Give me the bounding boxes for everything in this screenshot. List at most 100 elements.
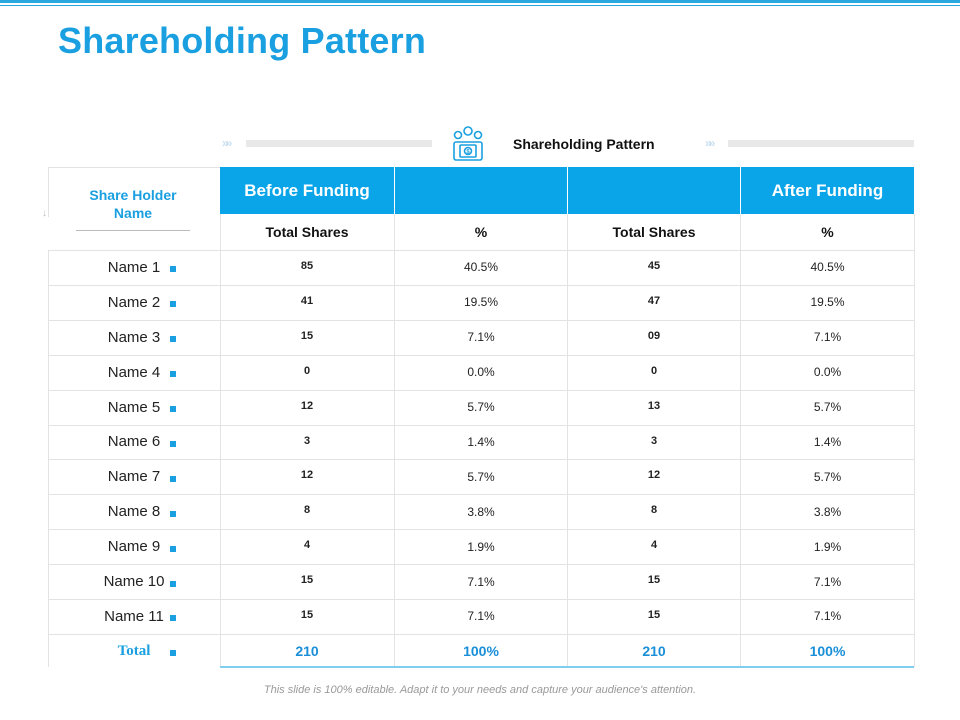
after-pct-cell: 1.9%	[813, 539, 842, 554]
row-divider	[48, 319, 914, 321]
row-divider	[48, 424, 914, 426]
total-label: Total	[117, 642, 151, 659]
after-pct-cell: 19.5%	[810, 295, 845, 310]
total-after-shares-cell: 210	[642, 643, 666, 660]
after-pct-cell: 0.0%	[813, 365, 842, 380]
total-after-pct-cell: 100%	[809, 643, 846, 660]
row-divider	[48, 564, 914, 566]
after-shares-cell: 12	[647, 469, 661, 482]
sub-header-total-shares-after: Total Shares	[612, 224, 696, 240]
row-bullet-icon	[170, 580, 176, 587]
total-row: Total 210 100% 210 100%	[0, 634, 960, 669]
row-bullet-icon	[170, 650, 176, 657]
before-shares-cell: 8	[303, 504, 311, 517]
header-blank-cell	[568, 167, 740, 214]
svg-text:$: $	[466, 150, 470, 156]
row-bullet-icon	[170, 301, 176, 308]
after-shares-cell: 3	[650, 434, 658, 447]
row-divider	[48, 494, 914, 496]
shareholder-name: Name 7	[107, 468, 161, 486]
before-pct-cell: 5.7%	[467, 469, 495, 484]
page-title: Shareholding Pattern	[58, 20, 427, 61]
header-divider	[740, 167, 741, 214]
shareholder-name: Name 9	[107, 538, 161, 556]
shareholder-name: Name 3	[107, 328, 161, 346]
table-row: Name 2 41 19.5% 47 19.5%	[0, 285, 960, 320]
shareholder-name: Name 4	[107, 363, 161, 381]
table-row: Name 1 85 40.5% 45 40.5%	[0, 250, 960, 285]
table-row: Name 4 0 0.0% 0 0.0%	[0, 355, 960, 390]
total-before-pct-cell: 100%	[463, 643, 499, 660]
people-money-icon: $	[453, 126, 483, 161]
after-pct-cell: 7.1%	[813, 330, 842, 345]
table-row: Name 7 12 5.7% 12 5.7%	[0, 459, 960, 494]
before-pct-cell: 7.1%	[467, 330, 495, 345]
before-shares-cell: 4	[303, 539, 311, 552]
before-shares-cell: 85	[300, 260, 314, 272]
after-pct-cell: 1.4%	[813, 434, 842, 449]
before-pct-cell: 3.8%	[467, 504, 495, 519]
row-divider	[48, 529, 914, 531]
row-bullet-icon	[170, 371, 176, 378]
corner-line-vertical	[48, 167, 49, 217]
before-pct-cell: 19.5%	[463, 295, 499, 310]
row-bullet-icon	[170, 406, 176, 413]
row-divider	[48, 250, 914, 251]
after-funding-header: After Funding	[741, 167, 914, 214]
row-bullet-icon	[170, 545, 176, 552]
row-bullet-icon	[170, 440, 176, 447]
before-shares-cell: 12	[300, 399, 314, 412]
shareholder-name: Name 10	[103, 573, 165, 591]
row-divider	[48, 599, 914, 600]
row-bullet-icon	[170, 336, 176, 343]
after-shares-cell: 45	[647, 260, 661, 272]
row-bullet-icon	[170, 266, 176, 273]
after-pct-cell: 7.1%	[813, 574, 842, 589]
after-shares-cell: 15	[647, 574, 661, 587]
before-funding-label: Before Funding	[244, 180, 370, 200]
table-row: Name 11 15 7.1% 15 7.1%	[0, 599, 960, 634]
header-blank-cell	[395, 167, 567, 214]
corner-line	[48, 167, 220, 168]
after-pct-cell: 40.5%	[810, 260, 845, 275]
before-shares-cell: 15	[300, 329, 314, 342]
table-row: Name 3 15 7.1% 09 7.1%	[0, 320, 960, 355]
row-divider	[48, 459, 914, 461]
after-pct-cell: 5.7%	[813, 469, 842, 484]
before-pct-cell: 40.5%	[463, 260, 499, 275]
total-before-shares-cell: 210	[295, 643, 319, 660]
header-divider	[567, 167, 568, 214]
before-pct-cell: 1.4%	[467, 434, 495, 449]
band-label: Shareholding Pattern	[513, 136, 655, 152]
top-accent-line-thin	[0, 5, 960, 6]
sub-header-pct-after: %	[821, 224, 834, 240]
before-shares-cell: 12	[300, 469, 314, 482]
after-shares-cell: 47	[647, 294, 661, 307]
table-row: Name 8 8 3.8% 8 3.8%	[0, 494, 960, 529]
before-shares-cell: 0	[303, 364, 311, 377]
before-pct-cell: 5.7%	[467, 400, 495, 415]
after-pct-cell: 7.1%	[813, 609, 842, 624]
share-holder-name-header: Share Holder Name	[89, 187, 177, 221]
before-funding-header: Before Funding	[220, 167, 394, 214]
table-row: Name 6 3 1.4% 3 1.4%	[0, 425, 960, 460]
row-divider	[48, 633, 914, 635]
row-divider	[48, 284, 914, 286]
after-pct-cell: 5.7%	[813, 400, 842, 415]
row-bullet-icon	[170, 615, 176, 622]
before-shares-cell: 15	[300, 574, 314, 587]
table-row: Name 10 15 7.1% 15 7.1%	[0, 564, 960, 599]
before-pct-cell: 7.1%	[467, 609, 495, 624]
shareholder-name: Name 1	[107, 258, 161, 276]
after-pct-cell: 3.8%	[813, 504, 842, 519]
after-shares-cell: 13	[647, 399, 661, 412]
table-row: Name 5 12 5.7% 13 5.7%	[0, 390, 960, 425]
shareholder-name: Name 2	[107, 293, 161, 311]
after-shares-cell: 09	[647, 329, 661, 342]
before-shares-cell: 15	[300, 609, 314, 621]
header-divider	[394, 167, 395, 214]
before-shares-cell: 41	[300, 294, 314, 307]
before-pct-cell: 1.9%	[467, 539, 495, 554]
shareholder-name: Name 11	[104, 607, 164, 625]
row-divider	[48, 389, 914, 391]
